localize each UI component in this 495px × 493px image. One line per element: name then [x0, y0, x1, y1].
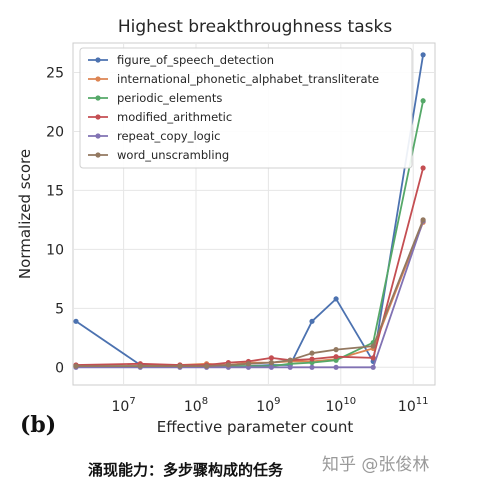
data-point — [245, 361, 252, 367]
x-tick-exponent: 11 — [416, 396, 429, 407]
data-point — [333, 364, 339, 370]
y-axis-ticks: 0 5 10 15 20 25 — [46, 65, 64, 376]
data-point — [287, 364, 293, 370]
data-point — [309, 356, 315, 362]
legend-label: international_phonetic_alphabet_translit… — [117, 72, 379, 86]
series-line — [75, 167, 424, 366]
series-word-unscrambling — [73, 217, 426, 369]
series-line — [76, 219, 424, 368]
y-tick-label: 0 — [55, 360, 64, 376]
data-point — [268, 364, 275, 370]
x-tick-base: 10 — [112, 399, 130, 415]
series-line — [76, 220, 424, 369]
data-point — [309, 318, 315, 324]
x-tick-exponent: 10 — [343, 396, 356, 407]
x-tick-label: 107 — [112, 396, 136, 415]
data-point — [73, 363, 79, 369]
data-point — [370, 355, 376, 361]
x-tick-base: 10 — [256, 399, 274, 415]
data-point — [333, 296, 339, 302]
y-tick-label: 25 — [46, 65, 64, 81]
x-tick-label: 1010 — [326, 396, 357, 415]
legend: figure_of_speech_detection international_… — [79, 47, 413, 169]
x-tick-base: 10 — [398, 399, 416, 415]
figure-caption: 涌现能力：多步骤构成的任务 — [88, 461, 284, 479]
data-point — [420, 52, 426, 58]
data-point — [268, 359, 275, 366]
legend-marker — [95, 133, 101, 139]
legend-label: repeat_copy_logic — [117, 129, 221, 143]
data-point — [370, 364, 376, 370]
data-point — [287, 357, 293, 363]
data-point — [225, 362, 231, 368]
data-point — [333, 354, 339, 360]
legend-marker — [95, 76, 101, 82]
series-lines — [73, 52, 426, 370]
legend-box — [79, 47, 413, 169]
legend-marker — [95, 152, 101, 158]
legend-label: periodic_elements — [117, 91, 222, 105]
y-tick-label: 20 — [46, 124, 64, 140]
data-point — [73, 318, 79, 324]
legend-marker — [95, 95, 101, 101]
data-point — [137, 363, 143, 369]
data-point — [268, 355, 275, 361]
x-tick-label: 108 — [184, 396, 208, 415]
watermark: 知乎 @张俊林 — [322, 455, 429, 475]
x-tick-exponent: 9 — [274, 396, 280, 407]
x-tick-exponent: 7 — [129, 396, 135, 407]
data-point — [203, 363, 210, 369]
y-tick-label: 10 — [46, 242, 64, 258]
y-tick-label: 15 — [46, 183, 64, 199]
data-point — [420, 165, 426, 171]
data-point — [309, 350, 315, 356]
data-point — [177, 363, 183, 369]
legend-marker — [95, 114, 101, 120]
data-point — [309, 364, 315, 370]
x-tick-label: 109 — [256, 396, 280, 415]
data-point — [420, 217, 426, 223]
x-tick-base: 10 — [184, 399, 202, 415]
x-tick-base: 10 — [326, 399, 344, 415]
x-tick-label: 1011 — [398, 396, 429, 415]
y-axis-label: Normalized score — [16, 149, 34, 279]
legend-label: word_unscrambling — [117, 148, 229, 162]
panel-tag: (b) — [20, 412, 56, 438]
data-point — [333, 347, 339, 353]
data-point — [370, 343, 376, 349]
legend-label: modified_arithmetic — [117, 110, 232, 124]
legend-marker — [95, 57, 101, 63]
chart-title: Highest breakthroughness tasks — [118, 17, 393, 37]
data-point — [420, 98, 426, 104]
x-axis-ticks: 107 108 109 1010 1011 — [112, 396, 429, 415]
x-tick-exponent: 8 — [202, 396, 208, 407]
x-axis-label: Effective parameter count — [157, 418, 354, 436]
legend-label: figure_of_speech_detection — [117, 53, 274, 67]
y-tick-label: 5 — [55, 301, 64, 317]
